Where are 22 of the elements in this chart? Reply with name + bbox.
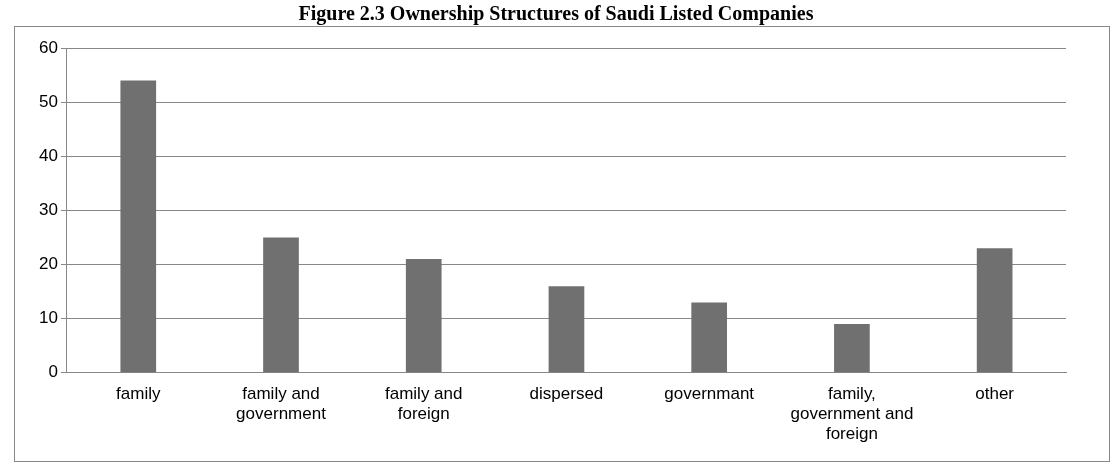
bar [263,237,299,373]
x-tick-label: family, government and foreign [790,383,914,444]
bar [548,286,585,373]
chart-title: Figure 2.3 Ownership Structures of Saudi Listed Companies [297,1,815,26]
y-tick-label: 0 [48,362,58,382]
x-tick-label: other [975,383,1015,403]
y-tick-label: 60 [38,37,58,57]
y-tick-label: 40 [38,145,58,165]
y-tick-label: 30 [38,200,58,220]
y-tick-label: 10 [38,308,58,328]
x-tick-label: family [116,383,161,403]
bar [405,259,442,373]
bar [834,324,870,373]
x-tick-label: family and government [236,383,327,424]
x-tick-label: family and foreign [384,383,463,424]
y-tick-label: 50 [38,91,58,111]
bar [120,80,157,373]
y-tick-label: 20 [38,254,58,274]
x-tick-label: governmant [664,383,755,403]
bar [691,302,728,373]
x-tick-label: dispersed [529,383,604,403]
bar [976,248,1013,373]
